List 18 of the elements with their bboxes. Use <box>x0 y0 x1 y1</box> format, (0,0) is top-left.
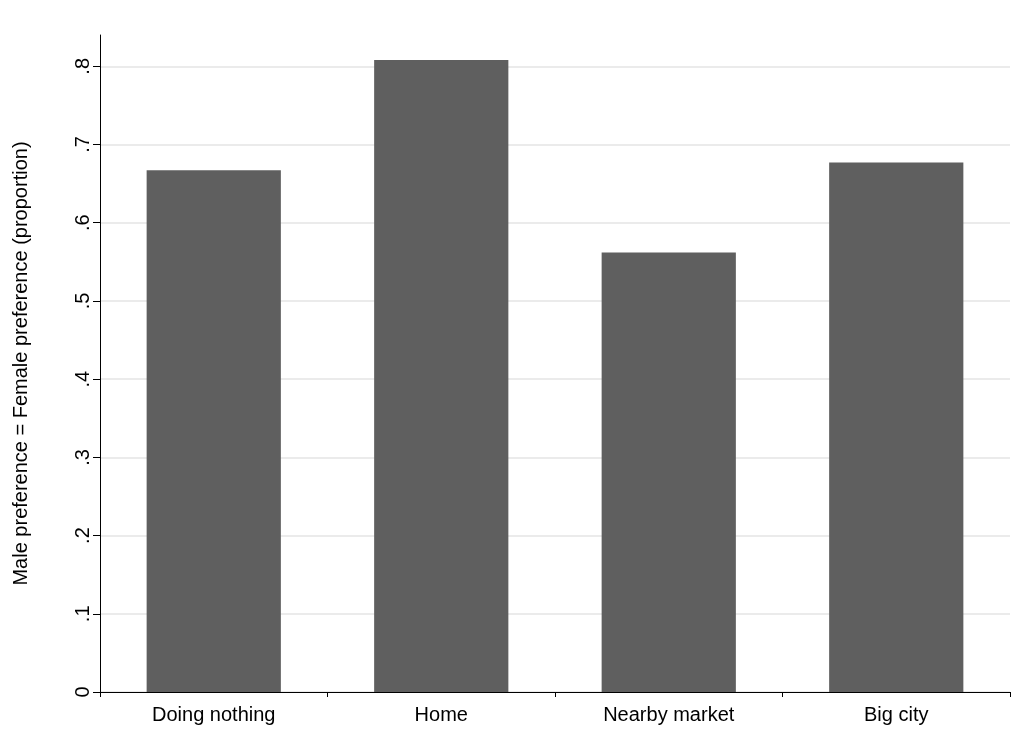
y-tick-label: .7 <box>71 136 93 153</box>
y-tick-label: .3 <box>71 449 93 466</box>
bar <box>829 162 964 692</box>
y-tick-label: .6 <box>71 214 93 232</box>
x-tick-label: Nearby market <box>603 703 735 725</box>
y-tick-label: 0 <box>71 686 93 698</box>
y-tick-label: .2 <box>71 527 93 544</box>
y-tick-label: .8 <box>71 57 93 75</box>
y-tick-label: .5 <box>71 292 93 310</box>
bar <box>146 170 281 692</box>
x-tick-label: Doing nothing <box>152 703 276 725</box>
y-tick-label: .1 <box>71 605 93 623</box>
x-tick-label: Big city <box>864 703 929 725</box>
bar <box>374 60 509 692</box>
x-tick-label: Home <box>414 703 468 725</box>
bar <box>601 252 736 692</box>
y-axis-title: Male preference = Female preference (proportion) <box>9 141 31 586</box>
y-tick-label: .4 <box>71 370 93 388</box>
